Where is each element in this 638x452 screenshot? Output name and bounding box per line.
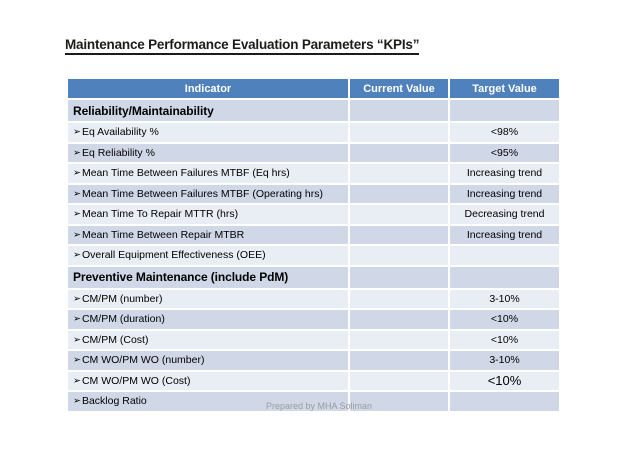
indicator-label: Mean Time Between Failures MTBF (Operati… (81, 187, 323, 200)
arrow-bullet-icon: ➢ (73, 208, 81, 220)
indicator-label: CM/PM (Cost) (81, 333, 149, 346)
indicator-label: CM/PM (number) (81, 292, 163, 305)
column-header-current-value: Current Value (350, 79, 448, 98)
slide-title: Maintenance Performance Evaluation Param… (65, 37, 419, 55)
section-row: Reliability/Maintainability (68, 100, 559, 121)
current-value-cell (350, 184, 448, 203)
indicator-cell: ➢Mean Time Between Failures MTBF (Operat… (68, 184, 348, 203)
indicator-cell: ➢Eq Availability % (68, 123, 348, 142)
target-value-cell (450, 100, 559, 121)
current-value-cell (350, 225, 448, 244)
current-value-cell (350, 266, 448, 288)
column-header-target-value: Target Value (450, 79, 559, 98)
target-value-cell: Decreasing trend (450, 205, 559, 224)
current-value-cell (350, 310, 448, 329)
target-value-cell (450, 266, 559, 288)
current-value-cell (350, 205, 448, 224)
arrow-bullet-icon: ➢ (73, 126, 81, 138)
indicator-cell: ➢Mean Time To Repair MTTR (hrs) (68, 205, 348, 224)
table-row: ➢CM/PM (duration) <10% (68, 310, 559, 329)
table-header-row: Indicator Current Value Target Value (68, 79, 559, 98)
section-row: Preventive Maintenance (include PdM) (68, 266, 559, 288)
current-value-cell (350, 351, 448, 370)
indicator-cell: ➢CM/PM (duration) (68, 310, 348, 329)
arrow-bullet-icon: ➢ (73, 188, 81, 200)
indicator-label: CM WO/PM WO (number) (81, 354, 205, 367)
current-value-cell (350, 289, 448, 308)
table-row: ➢Backlog Ratio (68, 392, 559, 411)
table-row: ➢Overall Equipment Effectiveness (OEE) (68, 246, 559, 265)
table-row: ➢Mean Time Between Failures MTBF (Eq hrs… (68, 164, 559, 183)
table-row: ➢CM WO/PM WO (number) 3-10% (68, 351, 559, 370)
current-value-cell (350, 100, 448, 121)
target-value-cell: 3-10% (450, 351, 559, 370)
table-row: ➢CM WO/PM WO (Cost) <10% (68, 371, 559, 390)
indicator-label: CM/PM (duration) (81, 313, 165, 326)
indicator-label: Backlog Ratio (81, 395, 147, 408)
target-value-cell: Increasing trend (450, 225, 559, 244)
indicator-label: CM WO/PM WO (Cost) (81, 374, 191, 387)
footer-credit: Prepared by MHA Soliman (265, 401, 373, 411)
target-value-cell (450, 246, 559, 265)
section-title-cell: Reliability/Maintainability (68, 100, 348, 121)
indicator-label: Overall Equipment Effectiveness (OEE) (81, 249, 266, 262)
current-value-cell (350, 246, 448, 265)
indicator-label: Eq Availability % (81, 126, 159, 139)
arrow-bullet-icon: ➢ (73, 313, 81, 325)
arrow-bullet-icon: ➢ (73, 354, 81, 366)
table-row: ➢Mean Time Between Failures MTBF (Operat… (68, 184, 559, 203)
current-value-cell (350, 143, 448, 162)
target-value-cell: <10% (450, 310, 559, 329)
table-row: ➢CM/PM (Cost) <10% (68, 330, 559, 349)
indicator-cell: ➢Mean Time Between Repair MTBR (68, 225, 348, 244)
target-value-cell: <98% (450, 123, 559, 142)
current-value-cell (350, 123, 448, 142)
target-value-cell (450, 392, 559, 411)
arrow-bullet-icon: ➢ (73, 229, 81, 241)
target-value-cell: Increasing trend (450, 164, 559, 183)
arrow-bullet-icon: ➢ (73, 395, 81, 407)
indicator-cell: ➢Backlog Ratio (68, 392, 348, 411)
indicator-cell: ➢CM/PM (number) (68, 289, 348, 308)
arrow-bullet-icon: ➢ (73, 167, 81, 179)
indicator-cell: ➢CM/PM (Cost) (68, 330, 348, 349)
section-title-cell: Preventive Maintenance (include PdM) (68, 266, 348, 288)
target-value-cell: <10% (450, 330, 559, 349)
indicator-label: Mean Time Between Repair MTBR (81, 228, 245, 241)
current-value-cell (350, 371, 448, 390)
current-value-cell (350, 164, 448, 183)
arrow-bullet-icon: ➢ (73, 334, 81, 346)
table-row: ➢Mean Time Between Repair MTBR Increasing… (68, 225, 559, 244)
arrow-bullet-icon: ➢ (73, 249, 81, 261)
indicator-cell: ➢CM WO/PM WO (number) (68, 351, 348, 370)
indicator-cell: ➢Overall Equipment Effectiveness (OEE) (68, 246, 348, 265)
table-row: ➢Mean Time To Repair MTTR (hrs) Decreasin… (68, 205, 559, 224)
indicator-label: Mean Time To Repair MTTR (hrs) (81, 208, 239, 221)
indicator-cell: ➢CM WO/PM WO (Cost) (68, 371, 348, 390)
table-row: ➢CM/PM (number) 3-10% (68, 289, 559, 308)
arrow-bullet-icon: ➢ (73, 375, 81, 387)
arrow-bullet-icon: ➢ (73, 147, 81, 159)
target-value-cell: <95% (450, 143, 559, 162)
target-value-cell: 3-10% (450, 289, 559, 308)
current-value-cell (350, 392, 448, 411)
indicator-cell: ➢Eq Reliability % (68, 143, 348, 162)
arrow-bullet-icon: ➢ (73, 293, 81, 305)
indicator-label: Eq Reliability % (81, 146, 155, 159)
current-value-cell (350, 330, 448, 349)
kpi-table: Indicator Current Value Target Value Rel… (66, 77, 561, 413)
target-value-cell: <10% (450, 371, 559, 390)
table-row: ➢Eq Reliability % <95% (68, 143, 559, 162)
target-value-cell: Increasing trend (450, 184, 559, 203)
indicator-cell: ➢Mean Time Between Failures MTBF (Eq hrs… (68, 164, 348, 183)
column-header-indicator: Indicator (68, 79, 348, 98)
table-row: ➢Eq Availability % <98% (68, 123, 559, 142)
indicator-label: Mean Time Between Failures MTBF (Eq hrs) (81, 167, 290, 180)
